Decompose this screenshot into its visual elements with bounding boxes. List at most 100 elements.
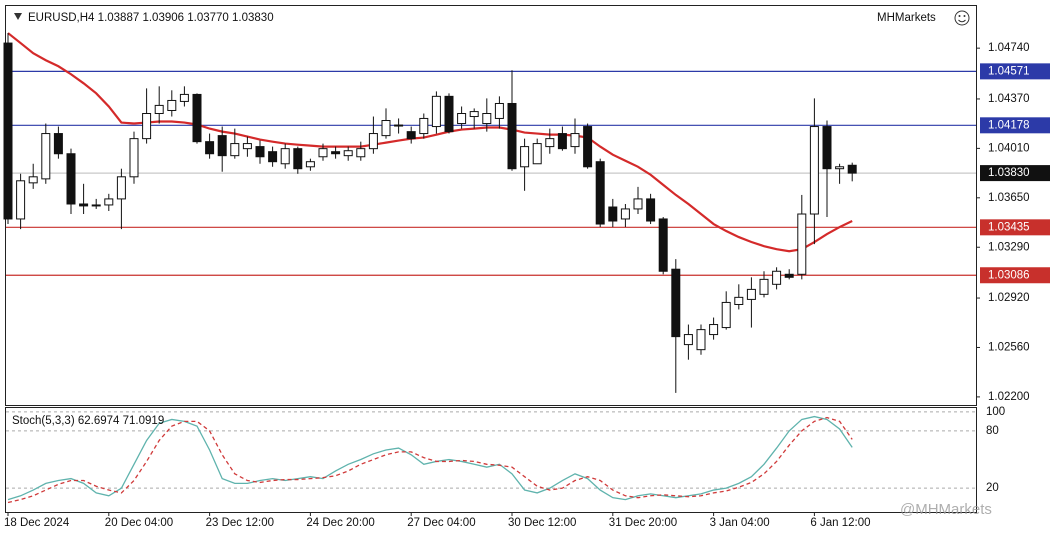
x-tick-label: 27 Dec 04:00 — [407, 517, 475, 529]
candle-body — [570, 133, 580, 148]
price-tag-label: 1.03435 — [988, 221, 1030, 233]
candle-body — [457, 113, 467, 125]
candle-body — [746, 288, 756, 300]
candle-body — [3, 42, 13, 220]
candle-body — [583, 126, 593, 168]
candle-body — [721, 301, 731, 329]
high-value: 1.03906 — [142, 12, 184, 24]
candle-body — [142, 113, 152, 140]
price-tag-label: 1.03830 — [988, 167, 1030, 179]
symbol: EURUSD,H4 — [28, 12, 95, 24]
y-tick-label: 1.02920 — [988, 292, 1030, 304]
smiley-icon — [954, 10, 970, 26]
candle-body — [557, 133, 567, 150]
candle-body — [242, 143, 252, 150]
candle-body — [381, 120, 391, 137]
price-tag — [980, 63, 1050, 80]
low-value: 1.03770 — [187, 12, 229, 24]
candle-body — [847, 164, 857, 174]
candle-body — [444, 95, 454, 133]
candle-body — [734, 296, 744, 305]
candle-body — [709, 324, 719, 336]
x-tick-label: 23 Dec 12:00 — [206, 517, 274, 529]
candle-body — [431, 95, 441, 128]
candle-body — [318, 148, 328, 158]
candle-body — [154, 104, 164, 115]
candle-body — [394, 124, 404, 127]
candle-body — [230, 143, 240, 157]
candle-body — [331, 151, 341, 155]
candle-body — [633, 198, 643, 210]
candle-body — [646, 198, 656, 222]
candle-body — [41, 133, 51, 180]
price-tag-label: 1.04571 — [988, 65, 1030, 77]
x-tick-label: 6 Jan 12:00 — [810, 517, 870, 529]
stoch-line — [7, 416, 853, 504]
y-tick-label: 80 — [986, 425, 999, 437]
x-tick-label: 24 Dec 20:00 — [306, 517, 374, 529]
candle-body — [28, 176, 38, 184]
candle-body — [129, 138, 139, 178]
candle-body — [482, 113, 492, 125]
candle-body — [356, 148, 366, 158]
collapse-icon — [14, 13, 22, 20]
x-tick-label: 3 Jan 04:00 — [710, 517, 770, 529]
candle-body — [419, 117, 429, 135]
stoch-panel — [5, 407, 977, 513]
stoch-k-value: 62.6974 — [78, 415, 120, 427]
candle-body — [79, 203, 89, 207]
price-tag — [980, 267, 1050, 284]
brand: MHMarkets — [877, 12, 936, 24]
candle-body — [595, 161, 605, 225]
x-tick-label: 20 Dec 04:00 — [105, 517, 173, 529]
candle-body — [809, 126, 819, 215]
y-tick-label: 1.02560 — [988, 342, 1030, 354]
candle-body — [532, 143, 542, 165]
candle-body — [759, 278, 769, 295]
candle-body — [268, 151, 278, 163]
stoch-d-value: 71.0919 — [123, 415, 165, 427]
candle-body — [217, 135, 227, 157]
candle-body — [167, 99, 177, 111]
watermark: @MHMarkets — [900, 501, 992, 518]
y-tick-label: 1.03290 — [988, 241, 1030, 253]
candle-body — [835, 166, 845, 170]
candle-body — [469, 111, 479, 118]
price-tag-label: 1.03086 — [988, 269, 1030, 281]
y-tick-label: 1.04010 — [988, 142, 1030, 154]
candle-body — [520, 146, 530, 168]
x-tick-label: 30 Dec 12:00 — [508, 517, 576, 529]
y-tick-label: 100 — [986, 406, 1005, 418]
x-tick-label: 18 Dec 2024 — [4, 517, 70, 529]
candle-body — [784, 273, 794, 278]
candle-body — [545, 138, 555, 148]
candle-body — [305, 161, 315, 168]
candle-body — [772, 270, 782, 285]
stoch-header: Stoch(5,3,3) 62.6974 71.0919 — [12, 415, 164, 427]
candle-body — [205, 141, 215, 155]
candle-body — [608, 206, 618, 222]
candle-body — [293, 148, 303, 170]
candle-body — [620, 208, 630, 220]
price-tag-label: 1.04178 — [988, 119, 1030, 131]
y-tick-label: 1.04370 — [988, 93, 1030, 105]
price-tag — [980, 219, 1050, 236]
candle-body — [368, 133, 378, 150]
candle-body — [91, 204, 101, 207]
price-tag — [980, 165, 1050, 182]
y-tick-label: 1.02200 — [988, 391, 1030, 403]
price-tag — [980, 117, 1050, 134]
candle-body — [671, 268, 681, 338]
chart-header: EURUSD,H4 1.03887 1.03906 1.03770 1.0383… — [28, 12, 274, 24]
candle-body — [343, 150, 353, 157]
candle-body — [797, 213, 807, 275]
candle-body — [179, 93, 189, 102]
y-tick-label: 20 — [986, 482, 999, 494]
candle-body — [696, 329, 706, 351]
candle-body — [507, 102, 517, 170]
candle-body — [822, 126, 832, 170]
candle-body — [116, 176, 126, 200]
candle-body — [66, 153, 76, 205]
candle-body — [53, 133, 63, 155]
